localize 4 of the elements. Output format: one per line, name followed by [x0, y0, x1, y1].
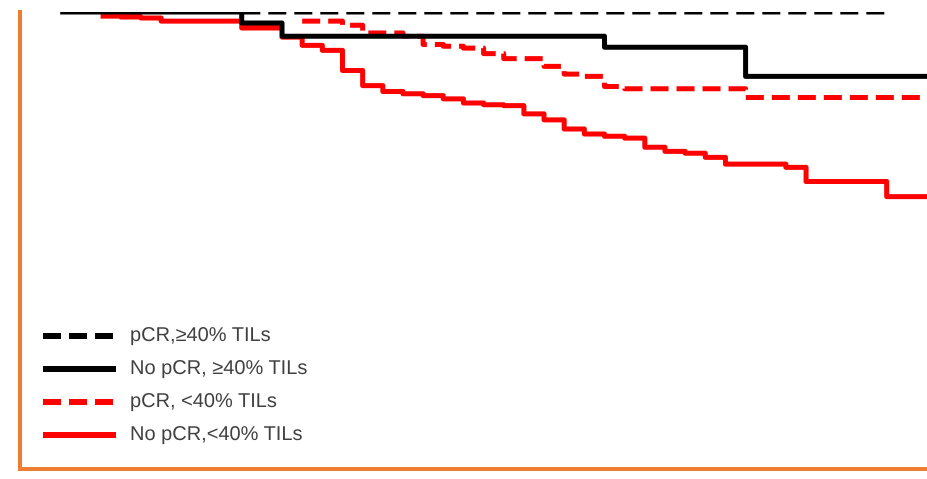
legend-label: No pCR,<40% TILs: [130, 423, 302, 446]
legend-label: pCR,≥40% TILs: [130, 324, 271, 347]
legend-label: pCR, <40% TILs: [130, 390, 277, 413]
legend-label: No pCR, ≥40% TILs: [130, 357, 308, 380]
